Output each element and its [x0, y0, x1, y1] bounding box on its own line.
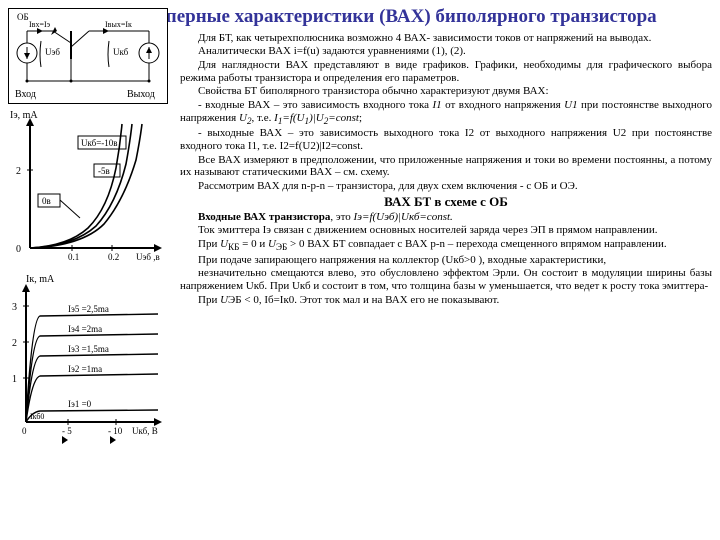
svg-text:Iэ5 =2,5ma: Iэ5 =2,5ma: [68, 304, 109, 314]
svg-text:- 5: - 5: [62, 426, 72, 436]
p14: При UЭБ < 0, Iб=Iк0. Этот ток мал и на В…: [180, 294, 712, 307]
svg-text:Iэ2 =1ma: Iэ2 =1ma: [68, 364, 102, 374]
svg-text:- 10: - 10: [108, 426, 123, 436]
label-ob: ОБ: [17, 12, 29, 22]
p12: При подаче запирающего напряжения на кол…: [180, 254, 712, 267]
schematic-diagram: ОБ Iвх=Iэ Iвых=Iк: [8, 8, 168, 104]
input-xlabel: Uэб ,в: [136, 252, 160, 262]
p8: Рассмотрим ВАХ для n-p-n – транзистора, …: [180, 180, 712, 193]
body-text: Для БТ, как четырехполюсника возможно 4 …: [180, 30, 712, 307]
output-ylabel: Iк, mA: [26, 274, 55, 285]
svg-text:Iэ4 =2ma: Iэ4 =2ma: [68, 324, 102, 334]
p6: - выходные ВАХ – это зависимость выходно…: [180, 127, 712, 152]
output-xlabel: Uкб, В: [132, 426, 158, 436]
label-ueb: Uэб: [45, 47, 60, 57]
subhead: ВАХ БТ в схеме с ОБ: [180, 195, 712, 210]
svg-text:Iкб0: Iкб0: [30, 412, 44, 421]
label-input: Вход: [15, 89, 36, 100]
label-output: Выход: [127, 89, 155, 100]
p2: Аналитически ВАХ i=f(u) задаются уравнен…: [180, 45, 712, 58]
input-ylabel: Iэ, mA: [10, 110, 38, 121]
main-layout: ОБ Iвх=Iэ Iвых=Iк: [0, 30, 720, 450]
p7: Все ВАХ измеряют в предположении, что пр…: [180, 154, 712, 179]
p11: При UКБ = 0 и UЭБ > 0 ВАХ БТ совпадает с…: [180, 238, 712, 253]
p4: Свойства БТ биполярного транзистора обыч…: [180, 85, 712, 98]
svg-text:2: 2: [12, 338, 17, 349]
label-ie: Iвх=Iэ: [29, 20, 51, 29]
svg-text:Iэ3 =1,5ma: Iэ3 =1,5ma: [68, 344, 109, 354]
svg-text:-5в: -5в: [98, 166, 110, 176]
svg-text:1: 1: [12, 374, 17, 385]
p9: Входные ВАХ транзистора, это Iэ=f(Uэб)|U…: [180, 211, 712, 224]
label-ukb: Uкб: [113, 47, 129, 57]
input-chart: Iэ, mA 0 2 0.1 0.2 Uэб ,в: [8, 108, 168, 268]
p13: незначительно смещаются влево, это обусл…: [180, 267, 712, 292]
svg-text:3: 3: [12, 302, 17, 313]
svg-text:0в: 0в: [42, 196, 51, 206]
p10: Ток эмиттера Iэ связан с движением основ…: [180, 224, 712, 237]
svg-text:Uкб=-10в: Uкб=-10в: [81, 138, 118, 148]
svg-text:0.2: 0.2: [108, 252, 119, 262]
svg-text:2: 2: [16, 166, 21, 177]
svg-text:0.1: 0.1: [68, 252, 79, 262]
p1: Для БТ, как четырехполюсника возможно 4 …: [180, 32, 712, 45]
svg-text:0: 0: [16, 244, 21, 255]
label-ik: Iвых=Iк: [105, 20, 132, 29]
svg-text:Iэ1 =0: Iэ1 =0: [68, 399, 92, 409]
p3: Для наглядности ВАХ представляют в виде …: [180, 59, 712, 84]
output-chart: Iк, mA 3 2 1 0 - 5 - 10: [8, 272, 168, 446]
svg-text:0: 0: [22, 426, 27, 436]
p5: - входные ВАХ – это зависимость входного…: [180, 99, 712, 126]
left-column: ОБ Iвх=Iэ Iвых=Iк: [8, 30, 174, 446]
